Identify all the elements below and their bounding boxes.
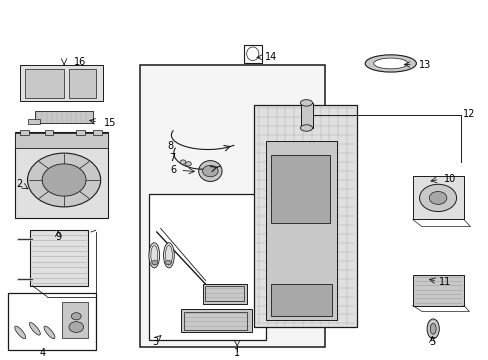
Text: 14: 14 [264,52,277,62]
Ellipse shape [198,161,222,181]
Ellipse shape [163,243,174,268]
FancyBboxPatch shape [35,111,93,123]
FancyBboxPatch shape [27,119,40,125]
Ellipse shape [44,326,55,339]
Text: 16: 16 [73,57,85,67]
FancyBboxPatch shape [15,132,108,218]
Circle shape [428,192,446,204]
Circle shape [42,164,86,196]
Text: 6: 6 [170,165,177,175]
Circle shape [419,184,456,212]
FancyBboxPatch shape [412,275,463,306]
Text: 4: 4 [39,348,45,358]
FancyBboxPatch shape [140,65,325,347]
Text: 15: 15 [103,118,116,127]
Circle shape [71,313,81,320]
FancyBboxPatch shape [69,69,96,98]
Ellipse shape [429,323,435,334]
Circle shape [180,160,185,164]
FancyBboxPatch shape [76,130,85,135]
Circle shape [165,260,171,265]
FancyBboxPatch shape [266,140,336,320]
Ellipse shape [365,55,415,72]
FancyBboxPatch shape [254,105,356,327]
Text: 11: 11 [438,277,450,287]
FancyBboxPatch shape [15,133,108,148]
Text: 8: 8 [167,140,173,150]
Text: 2: 2 [16,179,22,189]
Ellipse shape [29,323,40,335]
Circle shape [69,321,83,332]
Ellipse shape [300,100,312,106]
Text: 1: 1 [234,348,240,358]
FancyBboxPatch shape [149,194,266,339]
FancyBboxPatch shape [203,284,246,304]
FancyBboxPatch shape [61,302,88,338]
Ellipse shape [300,125,312,131]
FancyBboxPatch shape [271,155,329,223]
Ellipse shape [15,326,26,339]
FancyBboxPatch shape [181,309,251,332]
Text: 10: 10 [443,174,455,184]
FancyBboxPatch shape [412,176,463,220]
Circle shape [27,153,101,207]
Text: 9: 9 [55,232,61,242]
FancyBboxPatch shape [30,230,88,286]
FancyBboxPatch shape [20,65,103,101]
FancyBboxPatch shape [44,130,53,135]
Circle shape [202,165,218,177]
Ellipse shape [373,58,407,69]
Text: 13: 13 [418,59,430,69]
Text: 12: 12 [462,109,474,119]
FancyBboxPatch shape [300,103,312,128]
Text: 5: 5 [428,337,434,347]
FancyBboxPatch shape [93,130,102,135]
Text: 3: 3 [152,337,159,347]
FancyBboxPatch shape [8,293,96,350]
Ellipse shape [149,243,159,268]
Text: 7: 7 [169,153,175,163]
FancyBboxPatch shape [20,130,29,135]
FancyBboxPatch shape [25,69,64,98]
Circle shape [152,260,158,265]
FancyBboxPatch shape [271,284,331,316]
Circle shape [185,162,191,166]
Ellipse shape [426,319,438,339]
